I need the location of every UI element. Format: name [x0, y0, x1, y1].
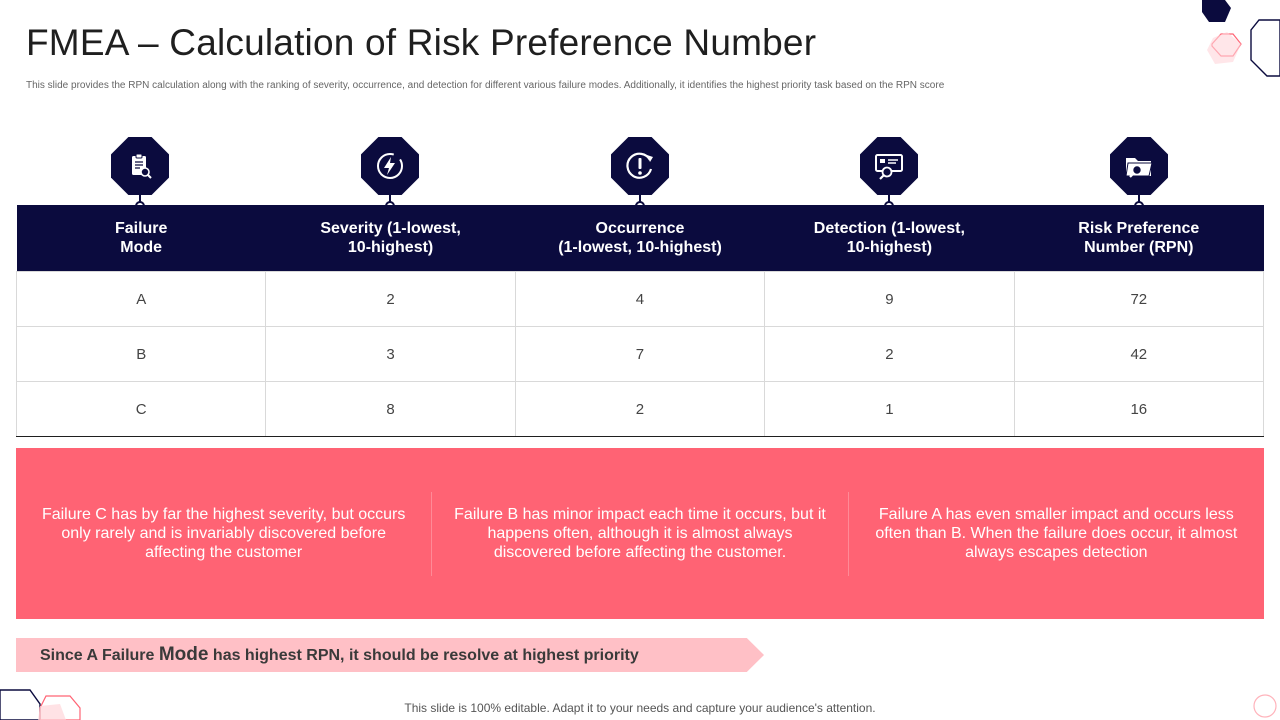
table-header-row: Failure Mode Severity (1-lowest, 10-high…	[16, 205, 1264, 272]
header-occurrence: Occurrence (1-lowest, 10-highest)	[515, 205, 765, 272]
banner-emphasis: Mode	[158, 644, 209, 665]
cell-detection: 9	[764, 271, 1015, 327]
clipboard-search-icon	[132, 153, 152, 179]
cell-failure-mode: C	[15, 381, 267, 437]
severity-icon-badge	[361, 137, 421, 211]
rpn-icon-badge	[1110, 137, 1170, 211]
cell-occurrence: 2	[514, 381, 766, 437]
cell-failure-mode: B	[15, 326, 267, 382]
priority-conclusion-banner: Since A Failure Mode has highest RPN, it…	[16, 638, 764, 672]
cell-rpn: 16	[1013, 381, 1265, 437]
header-severity: Severity (1-lowest, 10-highest)	[265, 205, 516, 272]
note-failure-b: Failure B has minor impact each time it …	[454, 506, 826, 561]
lightning-icon	[377, 153, 403, 179]
table-row: C 8 2 1 16	[15, 381, 1265, 437]
banner-text: Since A Failure Mode has highest RPN, it…	[40, 644, 639, 665]
note-divider	[847, 491, 849, 576]
exclamation-refresh-icon	[626, 152, 653, 179]
header-detection: Detection (1-lowest, 10-highest)	[764, 205, 1015, 272]
table-row: B 3 7 2 42	[15, 326, 1265, 382]
page-title: FMEA – Calculation of Risk Preference Nu…	[26, 22, 817, 63]
page-subtitle: This slide provides the RPN calculation …	[26, 80, 945, 91]
cell-severity: 2	[265, 271, 516, 327]
cell-failure-mode: A	[15, 271, 267, 327]
note-failure-c: Failure C has by far the highest severit…	[41, 506, 406, 561]
header-rpn: Risk Preference Number (RPN)	[1014, 205, 1264, 272]
cell-detection: 2	[764, 326, 1015, 382]
cell-severity: 8	[265, 381, 516, 437]
occurrence-icon-badge	[611, 137, 671, 211]
footer-note: This slide is 100% editable. Adapt it to…	[404, 701, 876, 715]
cell-rpn: 42	[1013, 326, 1265, 382]
note-failure-a: Failure A has even smaller impact and oc…	[875, 506, 1238, 561]
decorative-shapes-top-right	[1202, 0, 1280, 77]
table-row: A 2 4 9 72	[15, 271, 1265, 327]
monitor-search-icon	[875, 154, 903, 180]
cell-occurrence: 7	[514, 326, 766, 382]
rpn-table: Failure Mode Severity (1-lowest, 10-high…	[15, 205, 1265, 437]
failure-notes-panel: Failure C has by far the highest severit…	[16, 448, 1264, 619]
decorative-circle-bottom-right	[1253, 694, 1277, 718]
detection-icon-badge	[860, 137, 920, 211]
folder-search-icon	[1125, 158, 1153, 178]
cell-detection: 1	[764, 381, 1015, 437]
cell-rpn: 72	[1013, 271, 1265, 327]
header-failure-mode: Failure Mode	[16, 205, 266, 272]
cell-occurrence: 4	[514, 271, 766, 327]
cell-severity: 3	[265, 326, 516, 382]
decorative-shapes-bottom-left	[0, 689, 81, 720]
failure-mode-icon-badge	[111, 137, 171, 211]
note-divider	[431, 491, 433, 576]
